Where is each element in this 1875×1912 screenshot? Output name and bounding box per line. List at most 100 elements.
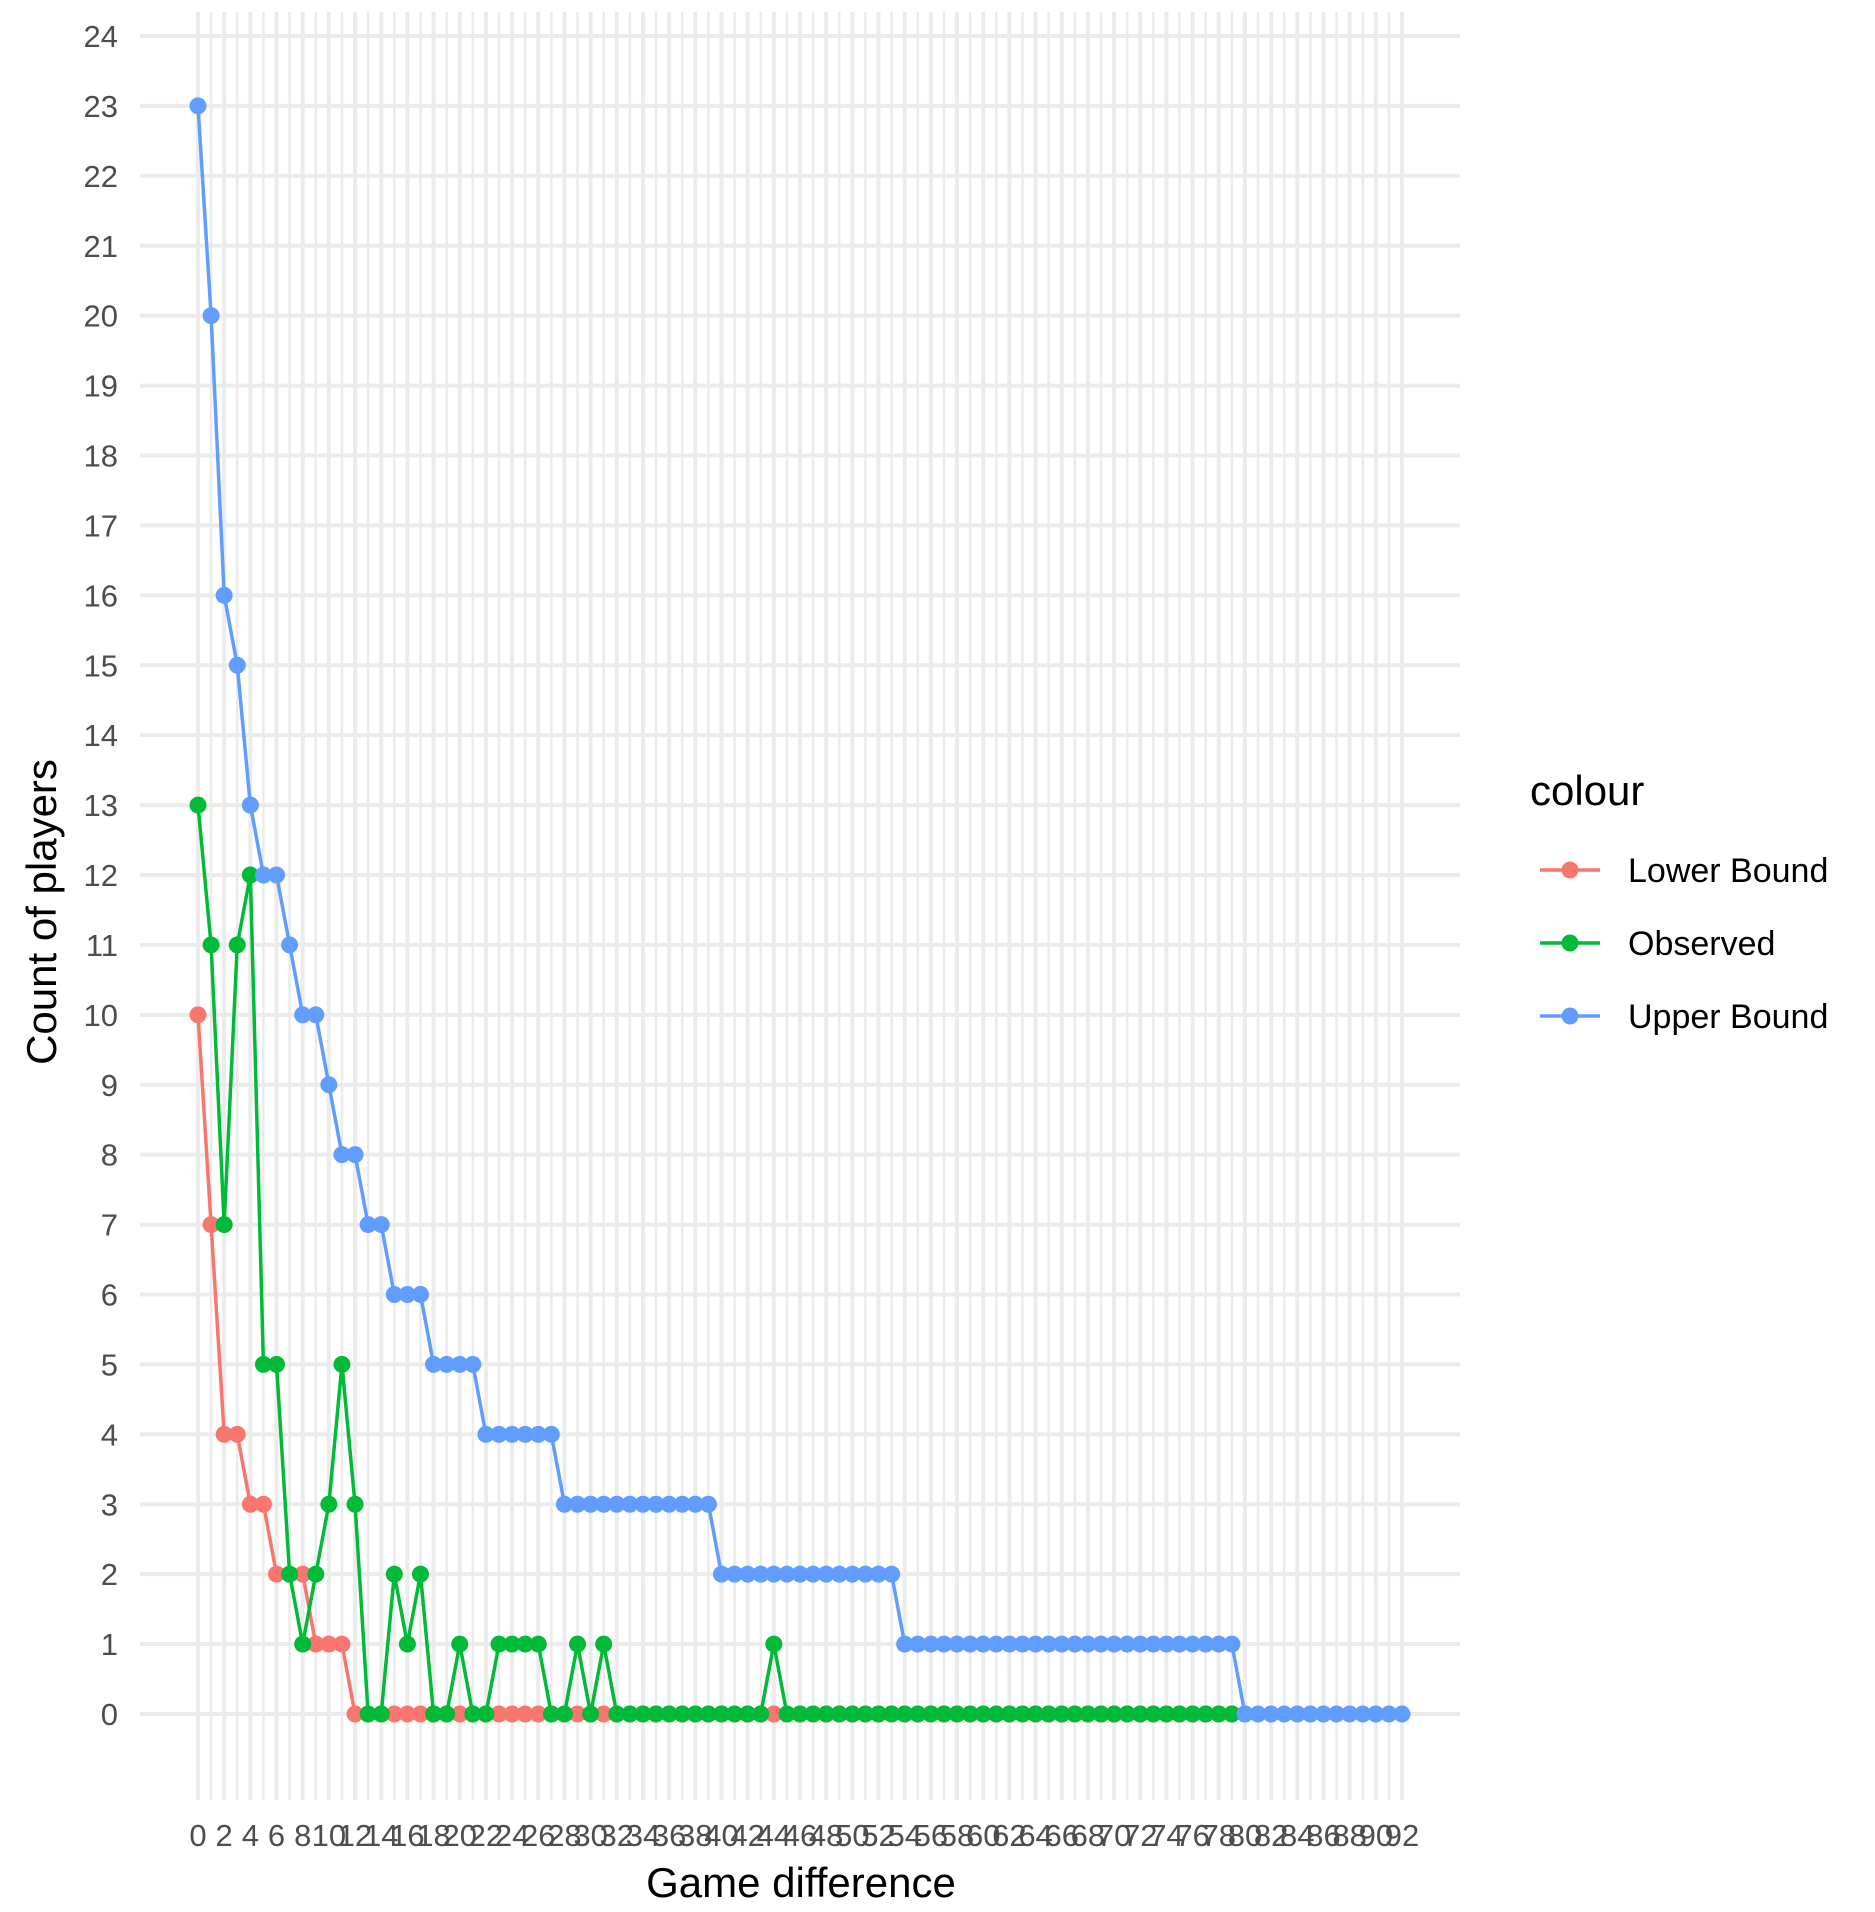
data-point (856, 1705, 874, 1723)
data-point (1131, 1705, 1149, 1723)
data-point (189, 796, 207, 814)
data-point (712, 1565, 730, 1583)
data-point (634, 1495, 652, 1513)
data-point (215, 1216, 233, 1234)
x-tick-label: 44 (757, 1818, 791, 1853)
y-tick-label: 4 (101, 1417, 118, 1452)
data-point (1157, 1705, 1175, 1723)
data-point (935, 1635, 953, 1653)
minor-gridlines (209, 12, 1391, 1800)
data-point (516, 1705, 534, 1723)
data-point (595, 1635, 613, 1653)
y-tick-label: 14 (84, 718, 118, 753)
data-point (595, 1705, 613, 1723)
data-point (503, 1635, 521, 1653)
major-gridlines (140, 12, 1460, 1800)
y-tick-label: 3 (101, 1487, 118, 1522)
data-point (686, 1705, 704, 1723)
legend-item: Observed (1540, 925, 1775, 963)
x-tick-label: 56 (914, 1818, 948, 1853)
x-tick-label: 30 (573, 1818, 607, 1853)
data-point (189, 97, 207, 115)
data-point (987, 1705, 1005, 1723)
data-point (228, 1425, 246, 1443)
data-point (582, 1495, 600, 1513)
data-point (699, 1705, 717, 1723)
data-point (870, 1565, 888, 1583)
data-point (529, 1635, 547, 1653)
data-point (791, 1565, 809, 1583)
data-point (1171, 1705, 1189, 1723)
data-point (1249, 1705, 1267, 1723)
y-tick-label: 0 (101, 1697, 118, 1732)
legend-key-point (1561, 861, 1579, 879)
data-point (438, 1705, 456, 1723)
data-point (202, 1216, 220, 1234)
data-point (647, 1495, 665, 1513)
data-point (582, 1705, 600, 1723)
x-tick-label: 16 (390, 1818, 424, 1853)
data-point (1144, 1705, 1162, 1723)
data-point (294, 1635, 312, 1653)
y-tick-label: 12 (84, 858, 118, 893)
data-point (752, 1565, 770, 1583)
y-tick-label: 17 (84, 508, 118, 543)
x-tick-label: 14 (364, 1818, 398, 1853)
data-point (372, 1216, 390, 1234)
data-point (660, 1705, 678, 1723)
data-point (974, 1705, 992, 1723)
data-point (333, 1355, 351, 1373)
data-point (1184, 1635, 1202, 1653)
x-tick-label: 90 (1359, 1818, 1393, 1853)
data-point (961, 1635, 979, 1653)
legend-label: Upper Bound (1628, 998, 1828, 1036)
data-point (411, 1286, 429, 1303)
data-point (398, 1705, 416, 1723)
data-point (268, 866, 286, 884)
data-point (856, 1565, 874, 1583)
data-point (1092, 1705, 1110, 1723)
series-upper-bound (189, 97, 1411, 1723)
data-point (385, 1286, 403, 1303)
x-tick-label: 62 (992, 1818, 1026, 1853)
data-point (804, 1565, 822, 1583)
data-point (621, 1495, 639, 1513)
x-tick-label: 2 (216, 1818, 233, 1853)
x-tick-label: 50 (835, 1818, 869, 1853)
data-point (1092, 1635, 1110, 1653)
data-point (765, 1635, 783, 1653)
data-point (896, 1705, 914, 1723)
data-point (254, 1355, 272, 1373)
data-point (1367, 1705, 1385, 1723)
data-point (503, 1705, 521, 1723)
x-tick-label: 74 (1149, 1818, 1183, 1853)
x-tick-label: 26 (521, 1818, 555, 1853)
data-point (215, 1425, 233, 1443)
series-observed (189, 796, 1254, 1723)
data-point (1066, 1705, 1084, 1723)
data-point (673, 1705, 691, 1723)
data-point (1144, 1635, 1162, 1653)
data-point (1210, 1705, 1228, 1723)
data-point (490, 1705, 508, 1723)
data-point (843, 1565, 861, 1583)
data-point (817, 1565, 835, 1583)
data-point (739, 1705, 757, 1723)
data-point (909, 1635, 927, 1653)
x-tick-label: 86 (1306, 1818, 1340, 1853)
data-point (241, 1495, 259, 1513)
data-point (778, 1565, 796, 1583)
data-point (896, 1635, 914, 1653)
data-point (490, 1635, 508, 1653)
data-point (1053, 1705, 1071, 1723)
data-point (569, 1495, 587, 1513)
y-tick-label: 6 (101, 1278, 118, 1313)
y-tick-label: 18 (84, 439, 118, 474)
data-point (752, 1705, 770, 1723)
data-point (791, 1705, 809, 1723)
data-point (542, 1705, 560, 1723)
data-point (320, 1635, 338, 1653)
data-point (346, 1705, 364, 1723)
x-tick-label: 66 (1044, 1818, 1078, 1853)
